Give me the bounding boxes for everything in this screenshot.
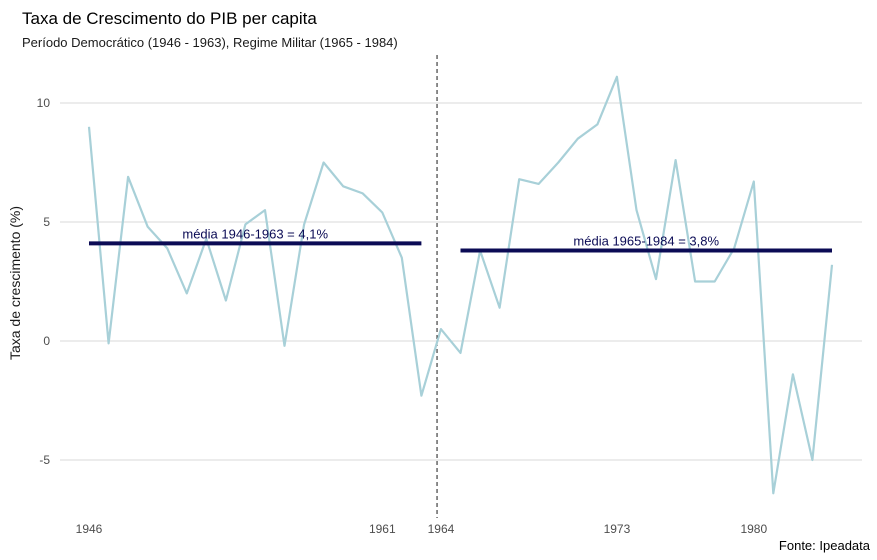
series-line [87,75,834,495]
y-axis-label: Taxa de crescimento (%) [7,206,23,360]
y-axis-ticks: -5 0 5 10 [37,96,51,467]
chart-title: Taxa de Crescimento do PIB per capita [22,9,317,28]
x-tick-label: 1946 [76,522,103,536]
x-tick-label: 1980 [740,522,767,536]
chart-caption: Fonte: Ipeadata [779,538,871,553]
series-layer [87,75,834,495]
mean-label: média 1965-1984 = 3,8% [573,234,719,249]
mean-label: média 1946-1963 = 4,1% [182,226,328,241]
chart-subtitle: Período Democrático (1946 - 1963), Regim… [22,35,398,50]
y-tick-label: -5 [39,453,50,467]
y-tick-label: 5 [43,215,50,229]
x-axis-ticks: 1946 1961 1964 1973 1980 [76,522,768,536]
mean-lines: média 1946-1963 = 4,1% média 1965-1984 = … [89,226,832,253]
x-tick-label: 1964 [428,522,455,536]
x-tick-label: 1961 [369,522,396,536]
y-tick-label: 0 [43,334,50,348]
y-tick-label: 10 [37,96,51,110]
x-tick-label: 1973 [604,522,631,536]
grid [60,102,862,461]
